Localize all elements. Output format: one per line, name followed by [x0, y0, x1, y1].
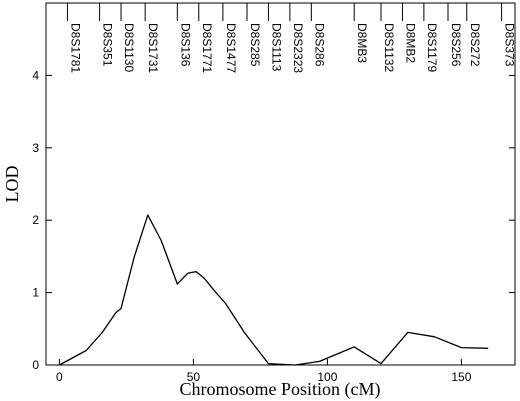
axis-ticks: 0 50 100 150 0 1 2 3 4 [32, 68, 515, 384]
y-tick-label: 0 [32, 358, 39, 372]
marker-label: D8S285 [248, 23, 262, 67]
marker-label: D8S1477 [224, 23, 238, 73]
marker-label: D8S136 [178, 23, 192, 67]
x-tick-label: 50 [187, 370, 201, 384]
marker-label: D8MB2 [403, 23, 417, 63]
marker-label: D8S1130 [122, 23, 136, 72]
marker-label: D8MB3 [355, 23, 369, 63]
marker-label: D8S1179 [425, 23, 439, 72]
marker-label: D8S1113 [269, 23, 283, 72]
series-lines [59, 214, 489, 366]
marker-labels: D8S1781 D8S351 D8S1130 D8S1731 D8S136 D8S1771… [66, 3, 517, 73]
marker-label: D8S256 [449, 23, 463, 67]
marker-label: D8S1771 [200, 23, 214, 73]
y-tick-label: 4 [32, 68, 39, 82]
x-axis-title: Chromosome Position (cM) [180, 379, 381, 400]
x-tick-label: 150 [451, 370, 471, 384]
y-tick-label: 3 [32, 141, 39, 155]
marker-label: D8S1132 [382, 23, 396, 72]
y-tick-label: 1 [32, 286, 39, 300]
marker-label: D8S373 [503, 23, 517, 67]
marker-label: D8S1781 [68, 23, 82, 73]
y-axis-title: LOD [2, 166, 22, 203]
lod-series-line [59, 214, 489, 366]
x-tick-label: 100 [317, 370, 337, 384]
marker-label: D8S351 [101, 23, 115, 67]
marker-label: D8S286 [312, 23, 326, 67]
marker-label: D8S1731 [146, 23, 160, 73]
y-tick-label: 2 [32, 213, 39, 227]
x-tick-label: 0 [56, 370, 63, 384]
marker-label: D8S272 [468, 23, 482, 67]
marker-label: D8S2323 [291, 23, 305, 73]
plot-area-border [45, 2, 516, 366]
